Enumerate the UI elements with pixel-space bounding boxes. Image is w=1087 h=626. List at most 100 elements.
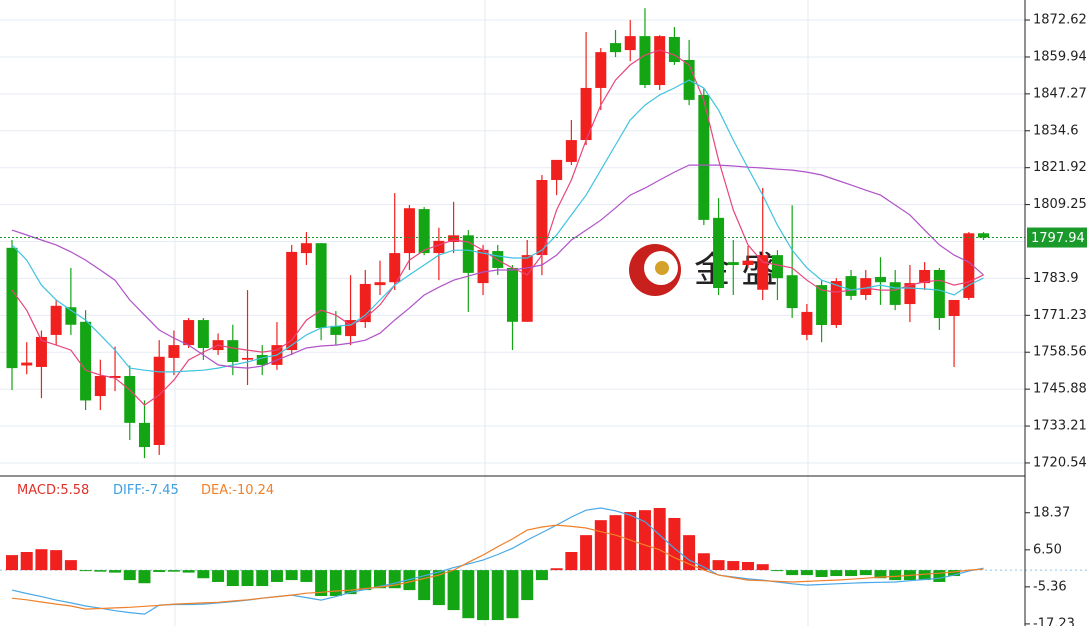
candle-body [771, 255, 783, 279]
macd-bar [742, 561, 754, 571]
y-tick-label: 1872.62 [1033, 13, 1087, 28]
macd-bar [683, 535, 696, 571]
y-tick-label: 1809.25 [1033, 197, 1087, 212]
candle-body [227, 340, 239, 363]
macd-bar [580, 535, 593, 571]
candle-body [830, 281, 842, 326]
macd-bar [933, 570, 946, 582]
candle-body [359, 283, 371, 323]
macd-bar [771, 570, 784, 572]
macd-bar [550, 568, 563, 571]
macd-bar [315, 570, 328, 597]
candle-body [21, 362, 33, 366]
y-tick-label: 1745.88 [1033, 382, 1087, 397]
macd-bar [727, 561, 740, 571]
y-tick-label: 1720.54 [1033, 455, 1087, 470]
candle-body [168, 345, 180, 358]
indicator-label: MACD:5.58 [17, 483, 89, 498]
macd-bar [329, 570, 342, 597]
candle-body [300, 243, 312, 254]
candle-body [256, 355, 268, 365]
candle-body [506, 267, 518, 322]
candle-body [610, 43, 622, 53]
macd-bar [50, 550, 63, 571]
logo: 金 盛 [629, 244, 777, 296]
macd-bar [94, 570, 107, 572]
candle-body [183, 320, 195, 346]
macd-bar [123, 570, 136, 581]
macd-bar [786, 570, 799, 576]
candle-body [786, 275, 798, 309]
macd-bar [212, 570, 225, 582]
macd-bar [756, 564, 769, 571]
macd-bar [889, 570, 902, 581]
macd-bar [491, 570, 504, 621]
axis: 1720.54 1733.21 1745.88 1758.56 1771.23 1783.… [17, 13, 1087, 626]
y-tick-label: -17.23 [1033, 616, 1075, 626]
marks [0, 8, 1025, 621]
candle-body [197, 320, 209, 349]
candle-body [124, 375, 136, 423]
logo-dot [655, 261, 669, 275]
macd-bar [35, 549, 48, 571]
candle-body [580, 87, 592, 141]
candle-body [595, 52, 607, 88]
indicator-value: -10.24 [232, 483, 274, 498]
macd-bar [374, 570, 386, 589]
macd-bar [800, 570, 813, 576]
y-tick-label: 1847.27 [1033, 86, 1087, 101]
candle-body [845, 276, 857, 296]
candle-body [403, 208, 415, 254]
last-price-tag [1027, 227, 1087, 248]
candle-body [536, 179, 548, 256]
macd-bar [535, 570, 548, 581]
macd-bar [432, 570, 445, 606]
candle-body [330, 325, 342, 335]
macd-bar [815, 570, 828, 577]
macd-bar [285, 570, 298, 581]
candle-body [521, 255, 533, 322]
candle-body [816, 285, 828, 326]
indicator-name: DEA: [201, 483, 232, 498]
candle-body [433, 240, 445, 254]
candle-body [654, 36, 666, 86]
y-tick-label: 18.37 [1033, 505, 1070, 520]
macd-bar [300, 570, 313, 582]
y-tick-label: 1771.23 [1033, 308, 1087, 323]
candle-body [418, 209, 430, 254]
macd-bar [109, 570, 122, 573]
indicator-value: -7.45 [145, 483, 179, 498]
candle-body [80, 321, 92, 401]
macd-bar [462, 570, 475, 619]
macd-bar [521, 570, 534, 601]
y-tick-label: -5.36 [1033, 579, 1067, 594]
macd-bar [138, 570, 151, 584]
candle-body [742, 260, 754, 266]
candle-body [713, 217, 725, 289]
candle-body [874, 276, 886, 283]
indicator-name: MACD: [17, 483, 60, 498]
candle-body [624, 36, 636, 51]
candle-body [448, 235, 460, 243]
macd-bar [226, 570, 239, 587]
candle-body [109, 375, 121, 379]
macd-bar [609, 515, 622, 571]
y-tick-label: 6.50 [1033, 542, 1062, 557]
macd-bar [948, 570, 961, 577]
y-tick-label: 1733.21 [1033, 419, 1087, 434]
candle-body [6, 247, 18, 369]
candle-body [551, 159, 563, 180]
candle-body [50, 305, 62, 335]
candle-body [757, 255, 769, 290]
macd-bar [506, 570, 519, 619]
candle-body [389, 253, 401, 283]
candle-body [345, 320, 357, 337]
macd-bar [64, 560, 77, 571]
last-price-label: 1797.94 [1031, 231, 1085, 246]
candle-body [153, 356, 165, 446]
candle-body [978, 233, 990, 238]
macd-bar [874, 570, 887, 579]
macd-bar [256, 570, 269, 587]
